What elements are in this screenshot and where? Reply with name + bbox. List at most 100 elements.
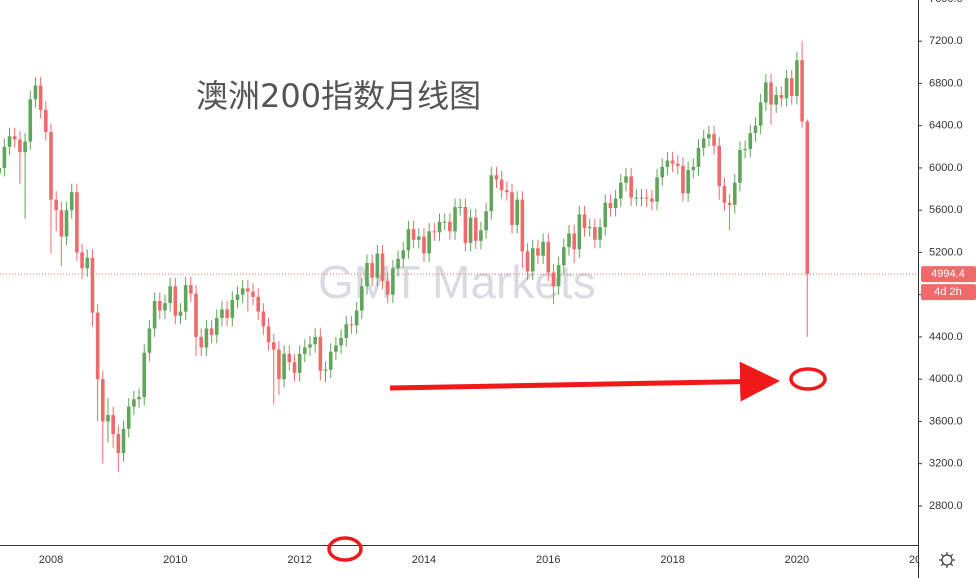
candle-body	[137, 397, 141, 400]
candle-body	[468, 217, 473, 243]
candle-body	[593, 227, 597, 240]
candle-body	[101, 379, 105, 422]
candle-body	[75, 192, 79, 253]
annotation-arrow	[389, 361, 780, 402]
candle-body	[665, 160, 670, 167]
candle-body	[2, 146, 7, 168]
candle-body	[427, 231, 431, 254]
candle-body	[717, 145, 722, 186]
candle-body	[634, 197, 639, 199]
candle-body	[603, 202, 608, 228]
candle-body	[401, 250, 406, 259]
axis-corner	[919, 546, 976, 578]
y-tick-label: 5600.0	[929, 204, 963, 216]
candle-body	[707, 134, 711, 139]
candle-body	[743, 148, 747, 150]
annotation-circle	[327, 536, 363, 562]
candle-body	[214, 317, 219, 335]
annotation-circle	[789, 367, 827, 391]
candle-body	[7, 136, 12, 147]
candle-body	[354, 310, 359, 326]
candle-body	[344, 324, 349, 338]
candle-body	[44, 109, 48, 133]
candle-body	[132, 399, 136, 407]
candle-body	[613, 198, 618, 209]
candle-body	[380, 253, 385, 281]
candle-body	[769, 82, 773, 105]
candle-body	[738, 149, 742, 183]
x-tick-label: 2008	[39, 554, 63, 566]
candle-body	[489, 175, 494, 212]
candle-body	[261, 311, 266, 327]
x-tick-label: 2016	[536, 554, 560, 566]
candle-body	[28, 99, 33, 142]
candle-body	[385, 280, 390, 295]
candle-body	[313, 336, 317, 345]
candle-body	[520, 199, 525, 252]
candle-body	[510, 192, 514, 225]
candle-body	[437, 221, 442, 233]
candle-body	[712, 134, 716, 146]
candle-body	[732, 182, 737, 205]
candle-body	[499, 179, 504, 191]
candle-body	[406, 229, 411, 251]
y-tick-label: 7600.0	[929, 0, 963, 5]
candle-body	[660, 166, 665, 178]
gear-teeth	[939, 552, 955, 568]
candle-body	[360, 286, 364, 311]
candle-body	[375, 253, 380, 278]
x-tick-label: 2012	[287, 554, 311, 566]
candle-body	[422, 236, 426, 254]
candle-body	[251, 291, 255, 297]
candle-body	[639, 197, 644, 199]
candle-body	[323, 369, 328, 371]
candle-body	[515, 199, 519, 225]
candle-body	[670, 160, 675, 164]
candle-body	[126, 406, 131, 429]
candle-body	[650, 198, 654, 202]
candle-body	[142, 352, 147, 398]
candle-body	[334, 345, 338, 352]
candle-body	[121, 428, 126, 454]
candle-body	[173, 286, 178, 316]
y-tick-label: 7200.0	[929, 35, 963, 47]
candle-body	[598, 227, 602, 240]
candle-body	[753, 125, 758, 134]
candle-body	[287, 353, 292, 363]
candle-body	[90, 257, 95, 313]
candle-body	[463, 207, 468, 243]
y-tick-label: 5200.0	[929, 246, 963, 258]
candle-body	[556, 265, 561, 287]
candle-body	[655, 177, 659, 202]
candle-body	[582, 214, 587, 229]
candle-body	[163, 303, 167, 311]
candle-body	[391, 268, 395, 295]
candle-body	[536, 248, 540, 256]
candle-body	[567, 233, 571, 248]
candle-body	[551, 272, 556, 287]
y-tick-label: 4400.0	[929, 331, 963, 343]
candle-body	[116, 434, 121, 454]
settings-icon[interactable]	[939, 552, 955, 568]
candle-body	[64, 210, 69, 237]
candle-body	[225, 309, 229, 318]
x-axis-panel	[0, 545, 918, 578]
candle-body	[696, 147, 701, 167]
candle-body	[12, 136, 17, 140]
candle-body	[297, 353, 302, 373]
candle-body	[183, 285, 188, 312]
x-tick-label: 2020	[785, 554, 809, 566]
candle-body	[629, 176, 633, 198]
y-tick-label: 6000.0	[929, 162, 963, 174]
candle-body	[681, 165, 685, 194]
candle-body	[774, 95, 778, 105]
candle-body	[722, 185, 727, 203]
candle-body	[157, 301, 162, 311]
last-price-tag	[921, 266, 976, 283]
candle-body	[178, 311, 183, 316]
candle-body	[572, 233, 576, 250]
candle-body	[49, 132, 53, 200]
